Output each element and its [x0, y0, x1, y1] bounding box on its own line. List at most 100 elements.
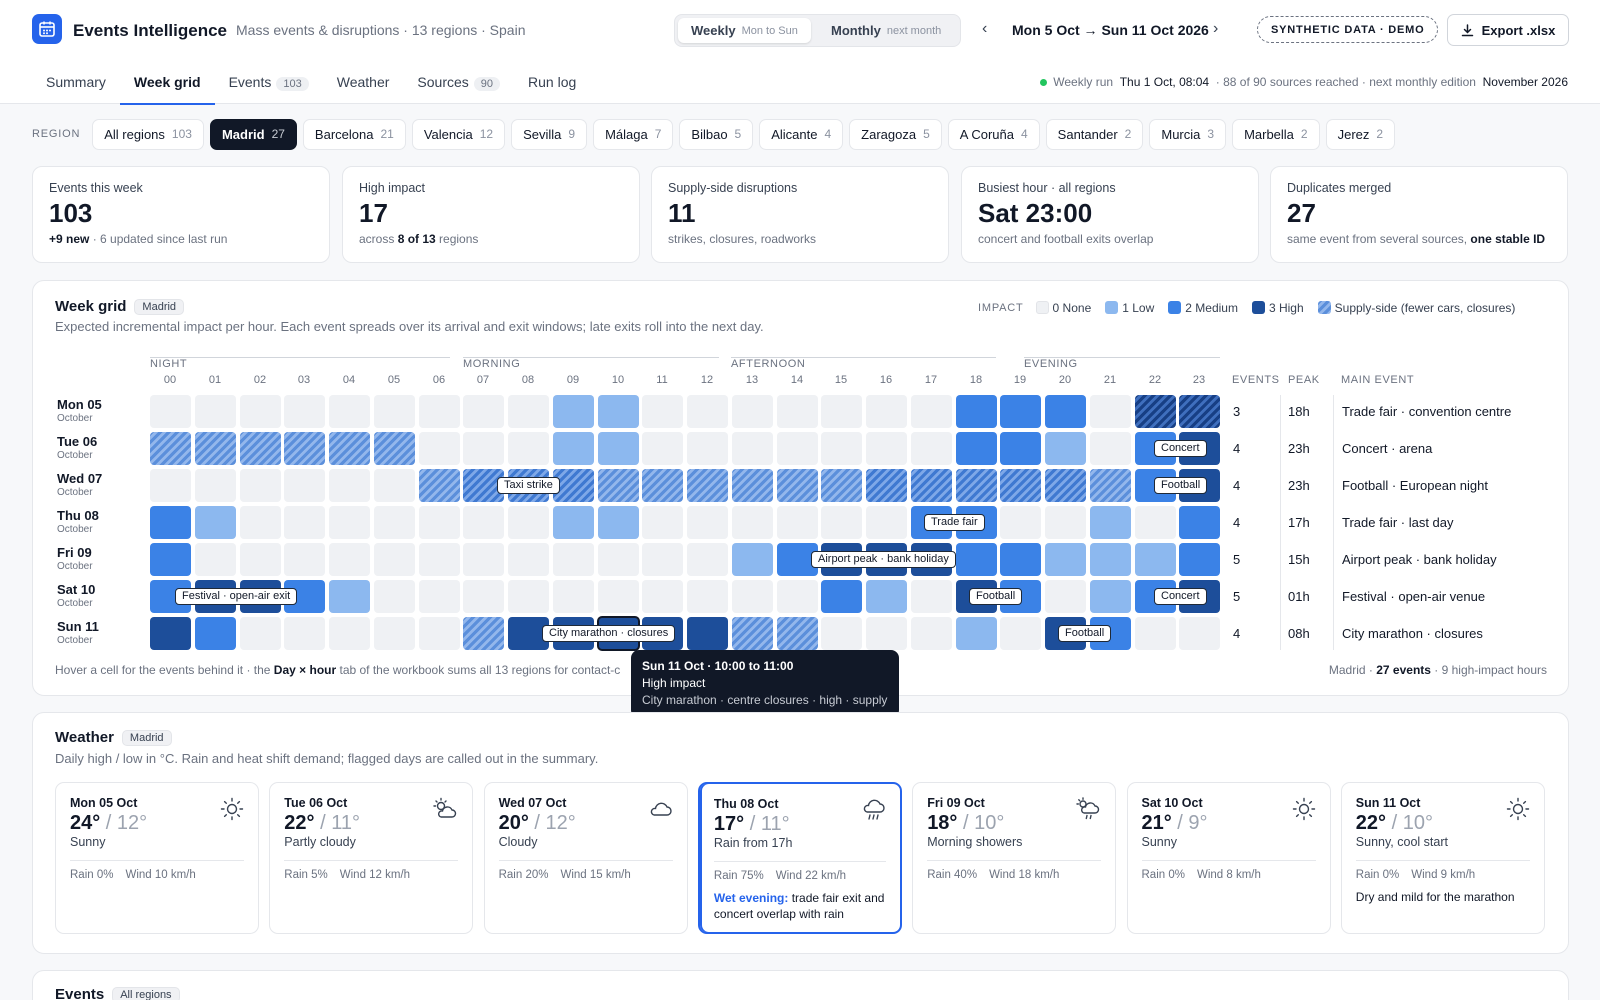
grid-cell[interactable] — [508, 432, 549, 465]
grid-cell[interactable] — [866, 506, 907, 539]
grid-cell[interactable] — [1090, 543, 1131, 576]
event-tag[interactable]: Concert — [1154, 440, 1207, 457]
next-week-chevron-icon[interactable]: › — [1213, 20, 1219, 37]
grid-cell[interactable] — [419, 580, 460, 613]
weather-card[interactable]: Sun 11 Oct 22° / 10° Sunny, cool start Rain… — [1340, 782, 1545, 934]
grid-cell[interactable] — [821, 432, 862, 465]
grid-cell[interactable] — [240, 617, 281, 650]
grid-cell[interactable] — [329, 580, 370, 613]
event-tag[interactable]: Taxi strike — [497, 477, 560, 494]
grid-cell[interactable] — [911, 432, 952, 465]
grid-cell[interactable] — [284, 617, 325, 650]
grid-cell[interactable] — [240, 395, 281, 428]
weather-card[interactable]: Tue 06 Oct 22° / 11° Partly cloudy Rain 5% W… — [269, 782, 474, 934]
grid-cell[interactable] — [1000, 617, 1041, 650]
grid-cell[interactable] — [195, 543, 236, 576]
grid-cell[interactable] — [821, 506, 862, 539]
grid-cell[interactable] — [821, 469, 862, 502]
grid-cell[interactable] — [195, 395, 236, 428]
grid-cell[interactable] — [911, 617, 952, 650]
grid-cell[interactable] — [284, 395, 325, 428]
grid-cell[interactable] — [911, 469, 952, 502]
grid-cell[interactable] — [821, 580, 862, 613]
grid-cell[interactable] — [1135, 543, 1176, 576]
grid-cell[interactable] — [150, 395, 191, 428]
grid-cell[interactable] — [1045, 506, 1086, 539]
weather-card[interactable]: Wed 07 Oct 20° / 12° Cloudy Rain 20% Wind 15… — [483, 782, 688, 934]
grid-cell[interactable] — [821, 617, 862, 650]
grid-cell[interactable] — [687, 469, 728, 502]
region-chip-m-laga[interactable]: Málaga 7 — [593, 118, 674, 150]
grid-cell[interactable] — [374, 617, 415, 650]
event-tag[interactable]: City marathon · closures — [542, 625, 676, 642]
grid-cell[interactable] — [150, 506, 191, 539]
grid-cell[interactable] — [1045, 395, 1086, 428]
grid-cell[interactable] — [1179, 395, 1220, 428]
event-tag[interactable]: Football — [1058, 625, 1112, 642]
grid-cell[interactable] — [463, 543, 504, 576]
grid-cell[interactable] — [1090, 506, 1131, 539]
grid-cell[interactable] — [553, 432, 594, 465]
grid-cell[interactable] — [1000, 506, 1041, 539]
grid-cell[interactable] — [284, 469, 325, 502]
grid-cell[interactable] — [956, 395, 997, 428]
region-chip-bilbao[interactable]: Bilbao 5 — [679, 118, 754, 150]
grid-cell[interactable] — [374, 543, 415, 576]
grid-cell[interactable] — [687, 432, 728, 465]
grid-cell[interactable] — [553, 506, 594, 539]
grid-cell[interactable] — [1135, 506, 1176, 539]
grid-cell[interactable] — [1000, 469, 1041, 502]
grid-cell[interactable] — [329, 432, 370, 465]
grid-cell[interactable] — [1135, 617, 1176, 650]
region-chip-barcelona[interactable]: Barcelona 21 — [302, 118, 406, 150]
grid-cell[interactable] — [329, 395, 370, 428]
event-tag[interactable]: Concert — [1154, 588, 1207, 605]
grid-cell[interactable] — [374, 580, 415, 613]
grid-cell[interactable] — [508, 395, 549, 428]
grid-cell[interactable] — [329, 506, 370, 539]
grid-cell[interactable] — [732, 432, 773, 465]
region-chip-a-coru-a[interactable]: A Coruña 4 — [947, 118, 1040, 150]
grid-cell[interactable] — [463, 617, 504, 650]
tab-events[interactable]: Events 103 — [215, 62, 323, 104]
tab-summary[interactable]: Summary — [46, 74, 106, 90]
tab-weather[interactable]: Weather — [336, 74, 390, 90]
grid-cell[interactable] — [553, 543, 594, 576]
grid-cell[interactable] — [240, 469, 281, 502]
tab-week-grid[interactable]: Week grid — [119, 62, 215, 105]
grid-cell[interactable] — [1045, 543, 1086, 576]
grid-cell[interactable] — [240, 432, 281, 465]
grid-cell[interactable] — [866, 580, 907, 613]
grid-cell[interactable] — [419, 506, 460, 539]
grid-cell[interactable] — [911, 580, 952, 613]
region-chip-murcia[interactable]: Murcia 3 — [1149, 118, 1227, 150]
grid-cell[interactable] — [508, 506, 549, 539]
grid-cell[interactable] — [956, 543, 997, 576]
region-chip-santander[interactable]: Santander 2 — [1045, 118, 1144, 150]
grid-cell[interactable] — [374, 432, 415, 465]
grid-cell[interactable] — [777, 395, 818, 428]
grid-cell[interactable] — [1000, 432, 1041, 465]
grid-cell[interactable] — [419, 617, 460, 650]
grid-cell[interactable] — [1045, 432, 1086, 465]
grid-cell[interactable] — [598, 469, 639, 502]
grid-cell[interactable] — [553, 580, 594, 613]
grid-cell[interactable] — [1000, 543, 1041, 576]
grid-cell[interactable] — [1179, 617, 1220, 650]
grid-cell[interactable] — [374, 469, 415, 502]
grid-cell[interactable] — [598, 543, 639, 576]
grid-cell[interactable] — [598, 506, 639, 539]
weather-card[interactable]: Fri 09 Oct 18° / 10° Morning showers Rain 4… — [912, 782, 1117, 934]
grid-cell[interactable] — [463, 580, 504, 613]
grid-cell[interactable] — [732, 617, 773, 650]
weather-card[interactable]: Sat 10 Oct 21° / 9° Sunny Rain 0% Wind 8 km/… — [1126, 782, 1331, 934]
grid-cell[interactable] — [374, 395, 415, 428]
grid-cell[interactable] — [195, 617, 236, 650]
grid-cell[interactable] — [195, 506, 236, 539]
grid-cell[interactable] — [1090, 580, 1131, 613]
grid-cell[interactable] — [687, 395, 728, 428]
grid-cell[interactable] — [598, 395, 639, 428]
tab-sources[interactable]: Sources 90 — [403, 62, 514, 104]
prev-week-chevron-icon[interactable]: ‹ — [982, 20, 988, 37]
grid-cell[interactable] — [195, 469, 236, 502]
